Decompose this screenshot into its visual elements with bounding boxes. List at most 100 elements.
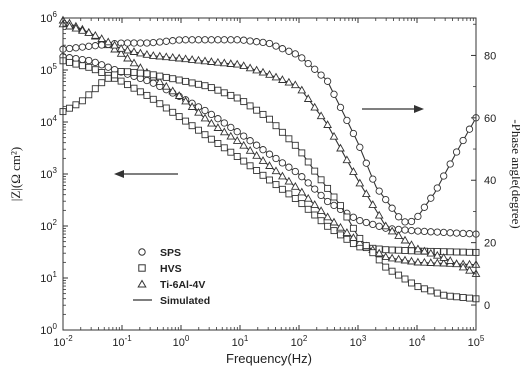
data-point — [136, 63, 145, 71]
data-point — [227, 148, 235, 156]
data-point — [349, 224, 357, 232]
data-point — [207, 84, 215, 92]
data-point — [266, 176, 273, 184]
data-point — [130, 39, 138, 47]
data-point — [356, 216, 364, 225]
data-point — [156, 38, 164, 46]
data-point — [168, 52, 178, 61]
data-point — [78, 97, 86, 105]
data-point — [265, 69, 274, 78]
data-point — [265, 39, 274, 48]
data-point — [233, 128, 241, 136]
data-point — [330, 90, 338, 98]
data-point — [149, 38, 157, 47]
data-point — [290, 181, 300, 190]
data-point — [420, 285, 428, 293]
data-point — [174, 91, 184, 99]
data-point — [349, 167, 358, 175]
data-point — [85, 42, 93, 50]
data-point — [117, 77, 125, 85]
data-point — [271, 72, 281, 81]
data-point — [220, 144, 228, 152]
data-point — [253, 167, 261, 174]
data-point — [252, 150, 261, 159]
data-point — [181, 54, 190, 63]
data-point — [311, 211, 319, 219]
data-point — [240, 132, 248, 140]
plot-frame — [62, 17, 477, 331]
data-point — [149, 71, 157, 79]
data-point — [181, 96, 190, 105]
data-point — [252, 141, 261, 149]
data-point — [97, 34, 107, 42]
data-point — [375, 222, 383, 230]
data-point — [258, 67, 268, 76]
data-point — [245, 145, 255, 154]
data-point — [195, 126, 202, 134]
data-point — [162, 73, 170, 81]
y-left-tick-label: 104 — [40, 114, 57, 129]
data-point — [420, 246, 429, 255]
arrow-left-axis — [114, 170, 178, 178]
data-point — [233, 153, 241, 160]
data-point — [297, 187, 307, 196]
data-point — [155, 51, 165, 60]
legend-marker-hvs — [138, 264, 146, 272]
data-point — [265, 150, 274, 158]
series-4 — [59, 36, 480, 226]
data-point — [148, 51, 158, 59]
data-point — [272, 181, 280, 189]
data-point — [272, 42, 280, 50]
data-point — [343, 213, 351, 221]
data-point — [161, 52, 171, 61]
data-point — [401, 218, 409, 226]
legend: SPS HVS Ti-6Al-4V Simulated — [133, 247, 210, 307]
data-point — [72, 44, 80, 52]
data-point — [278, 45, 287, 53]
data-point — [439, 253, 449, 261]
data-point — [232, 136, 242, 144]
data-point — [91, 42, 99, 50]
data-point — [271, 166, 281, 175]
data-point — [291, 141, 299, 149]
data-point — [330, 193, 338, 201]
data-point — [343, 116, 351, 125]
data-point — [91, 66, 99, 74]
data-point — [175, 76, 183, 84]
y-left-tick-label: 101 — [40, 270, 57, 285]
data-point — [169, 75, 177, 83]
data-point — [188, 79, 196, 87]
data-point — [71, 23, 81, 32]
x-tick-label: 105 — [468, 334, 485, 349]
data-point — [246, 137, 254, 145]
data-point — [298, 200, 306, 208]
x-axis-title: Frequency(Hz) — [226, 351, 312, 366]
x-tick-label: 10-1 — [112, 334, 132, 349]
data-point — [240, 157, 248, 165]
data-point — [78, 43, 87, 51]
data-point — [155, 77, 165, 86]
data-point — [103, 37, 113, 46]
x-tick-label: 100 — [173, 334, 190, 349]
data-point — [259, 110, 267, 118]
data-point — [233, 36, 241, 44]
data-point — [374, 248, 384, 257]
data-point — [284, 77, 294, 86]
data-point — [188, 122, 196, 130]
data-point — [349, 213, 358, 221]
data-point — [104, 63, 112, 71]
y-right-tick-label: 0 — [484, 300, 490, 312]
data-point — [414, 283, 422, 291]
data-point — [408, 279, 415, 287]
data-point — [317, 191, 325, 200]
legend-marker-ti6al4v — [137, 279, 147, 288]
data-point — [116, 43, 126, 52]
data-point — [336, 222, 345, 231]
data-point — [459, 229, 467, 238]
data-point — [149, 95, 157, 103]
data-point — [452, 148, 461, 156]
data-point — [317, 176, 325, 184]
data-point — [433, 289, 441, 297]
data-point — [284, 176, 294, 185]
data-point — [395, 271, 403, 279]
